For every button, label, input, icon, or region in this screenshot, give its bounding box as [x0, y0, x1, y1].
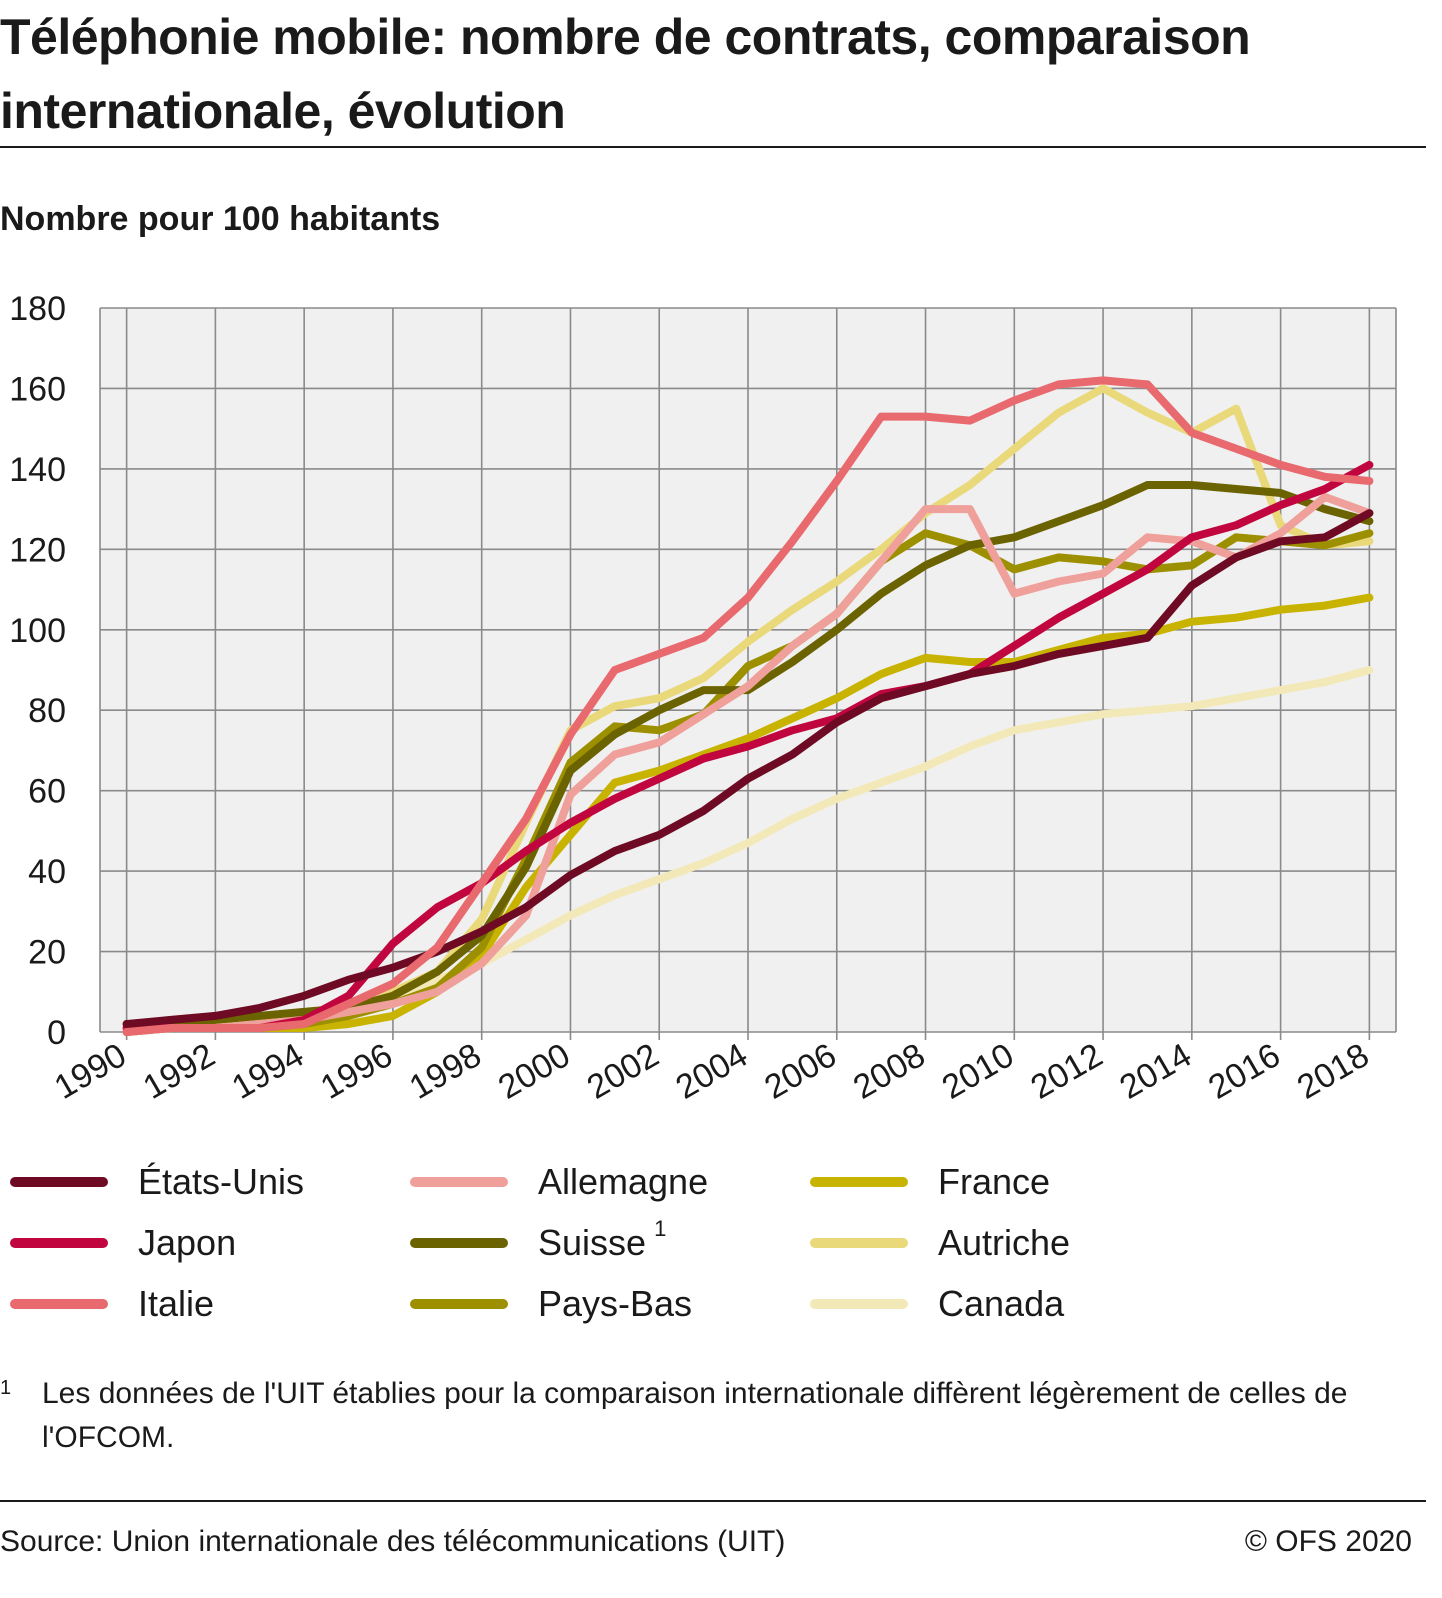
legend-swatch	[10, 1238, 108, 1248]
legend-item: Suisse 1	[410, 1213, 666, 1273]
legend-item: France	[810, 1152, 1050, 1212]
legend-swatch	[810, 1177, 908, 1187]
legend-label: Canada	[938, 1283, 1064, 1325]
footnote-mark: 1	[0, 1377, 12, 1399]
page-title: Téléphonie mobile: nombre de contrats, c…	[0, 9, 1251, 139]
legend-label-text: Japon	[138, 1222, 237, 1263]
legend-item: Japon	[10, 1213, 236, 1273]
legend-swatch	[410, 1238, 508, 1248]
series-line-japon	[122, 460, 1374, 1032]
legend-label: Suisse 1	[538, 1216, 666, 1264]
source-text: Source: Union internationale des télécom…	[0, 1525, 786, 1558]
x-tick-label: 2008	[847, 1036, 932, 1107]
legend-label: États-Unis	[138, 1161, 304, 1203]
legend-item: Italie	[10, 1274, 214, 1334]
x-tick-label: 2018	[1291, 1036, 1376, 1107]
y-tick-label: 40	[28, 853, 66, 891]
series-line-italie	[122, 376, 1374, 1036]
x-tick-label: 2012	[1025, 1036, 1110, 1107]
y-tick-label: 180	[9, 290, 66, 328]
legend-label-text: Allemagne	[538, 1161, 709, 1202]
legend-swatch	[810, 1238, 908, 1248]
y-tick-label: 60	[28, 773, 66, 811]
legend-swatch	[410, 1299, 508, 1309]
legend-item: Pays-Bas	[410, 1274, 692, 1334]
legend-item: États-Unis	[10, 1152, 304, 1212]
footnote: 1 Les données de l'UIT établies pour la …	[0, 1372, 1410, 1460]
footnote-text: Les données de l'UIT établies pour la co…	[42, 1377, 1348, 1454]
title-divider	[0, 146, 1426, 148]
legend-label-text: Italie	[138, 1283, 215, 1324]
copyright-text: © OFS 2020	[1244, 1525, 1412, 1558]
legend-swatch	[10, 1299, 108, 1309]
legend-swatch	[410, 1177, 508, 1187]
chart-subtitle: Nombre pour 100 habitants	[0, 200, 441, 238]
legend-label: Italie	[138, 1283, 214, 1325]
x-tick-label: 2014	[1113, 1036, 1198, 1107]
x-tick-label: 2010	[936, 1036, 1021, 1107]
legend-label-text: Suisse	[538, 1222, 647, 1263]
legend-label-text: Pays-Bas	[538, 1283, 693, 1324]
legend-label: Japon	[138, 1222, 236, 1264]
x-tick-label: 2002	[581, 1036, 666, 1107]
y-tick-label: 20	[28, 934, 66, 972]
legend-label: Pays-Bas	[538, 1283, 692, 1325]
legend-label-text: Canada	[938, 1283, 1065, 1324]
legend-label: Autriche	[938, 1222, 1070, 1264]
legend-label-text: États-Unis	[138, 1161, 305, 1202]
y-tick-label: 80	[28, 692, 66, 730]
series-line--tats-unis	[122, 509, 1374, 1028]
x-tick-label: 2004	[669, 1036, 754, 1107]
legend-item: Canada	[810, 1274, 1064, 1334]
chart-legend: États-Unis Japon Italie Allemagne Suisse 1 Pay…	[0, 1152, 1442, 1352]
y-tick-label: 160	[9, 370, 66, 408]
x-tick-label: 1992	[137, 1036, 222, 1107]
legend-label-text: Autriche	[938, 1222, 1071, 1263]
legend-item: Autriche	[810, 1213, 1070, 1273]
legend-footnote-mark: 1	[654, 1216, 667, 1241]
x-tick-label: 2006	[758, 1036, 843, 1107]
x-tick-label: 1994	[226, 1036, 311, 1107]
legend-swatch	[810, 1299, 908, 1309]
y-tick-label: 100	[9, 612, 66, 650]
x-tick-label: 1996	[314, 1036, 399, 1107]
legend-label-text: France	[938, 1161, 1051, 1202]
footer-divider	[0, 1500, 1426, 1502]
legend-label: France	[938, 1161, 1050, 1203]
x-tick-label: 1998	[403, 1036, 488, 1107]
legend-label: Allemagne	[538, 1161, 708, 1203]
series-line-france	[122, 593, 1374, 1036]
legend-swatch	[10, 1177, 108, 1187]
y-tick-label: 120	[9, 531, 66, 569]
y-tick-label: 0	[47, 1014, 66, 1052]
x-tick-label: 2016	[1202, 1036, 1287, 1107]
y-tick-label: 140	[9, 451, 66, 489]
legend-item: Allemagne	[410, 1152, 708, 1212]
x-tick-label: 2000	[492, 1036, 577, 1107]
